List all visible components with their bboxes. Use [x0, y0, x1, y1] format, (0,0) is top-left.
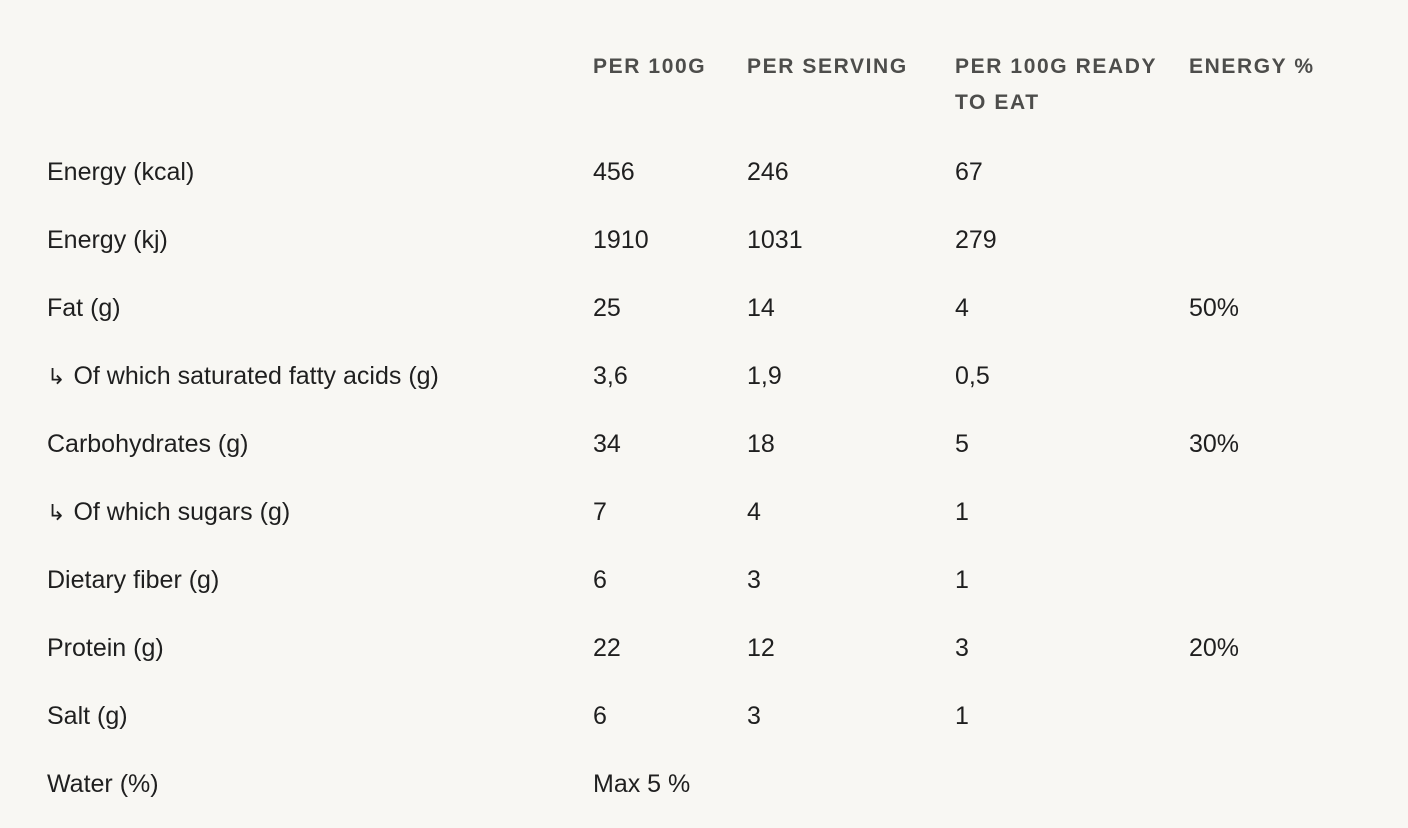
cell-per-serving: 4 [747, 498, 761, 526]
table-row: Water (%) Max 5 % [0, 750, 1408, 818]
cell-per-100g: 456 [593, 158, 635, 186]
row-label-text: Protein (g) [47, 634, 164, 662]
cell-energy-percent: 20% [1189, 634, 1240, 662]
subitem-arrow-icon: ↳ [47, 365, 66, 390]
cell-per-serving: 18 [747, 430, 775, 458]
cell-per-serving: 14 [747, 294, 775, 322]
row-label: ↳ Of which saturated fatty acids (g) [47, 342, 439, 410]
cell-per-100g: 7 [593, 498, 607, 526]
table-row: Carbohydrates (g) 34 18 5 30% [0, 410, 1408, 478]
cell-per-100g: 25 [593, 294, 621, 322]
cell-ready-to-eat: 67 [955, 158, 983, 186]
table-row: Salt (g) 6 3 1 [0, 682, 1408, 750]
row-label: Carbohydrates (g) [47, 410, 248, 478]
cell-ready-to-eat: 1 [955, 702, 969, 730]
cell-per-100g: 22 [593, 634, 621, 662]
table-row: Dietary fiber (g) 6 3 1 [0, 546, 1408, 614]
header-energy-percent: ENERGY % [1189, 55, 1315, 78]
row-label-text: Salt (g) [47, 702, 128, 730]
cell-per-100g: 34 [593, 430, 621, 458]
row-label-text: Energy (kcal) [47, 158, 195, 186]
row-label: Fat (g) [47, 274, 121, 342]
cell-per-serving: 1031 [747, 226, 803, 254]
row-label: ↳ Of which sugars (g) [47, 478, 290, 546]
row-label: Dietary fiber (g) [47, 546, 219, 614]
row-label: Water (%) [47, 750, 159, 818]
table-row: Protein (g) 22 12 3 20% [0, 614, 1408, 682]
subitem-arrow-icon: ↳ [47, 501, 66, 526]
header-per-100g: PER 100G [593, 55, 707, 78]
row-label-text: Of which saturated fatty acids (g) [73, 362, 439, 390]
table-header: PER 100G PER SERVING PER 100G READY TO E… [0, 49, 1408, 129]
row-label: Energy (kj) [47, 206, 168, 274]
row-label-text: Energy (kj) [47, 226, 168, 254]
cell-per-serving: 12 [747, 634, 775, 662]
cell-per-serving: 3 [747, 566, 761, 594]
table-row: Fat (g) 25 14 4 50% [0, 274, 1408, 342]
cell-per-100g: 6 [593, 702, 607, 730]
cell-per-serving: 1,9 [747, 362, 782, 390]
cell-ready-to-eat: 3 [955, 634, 969, 662]
cell-per-serving: 246 [747, 158, 789, 186]
row-label-text: Fat (g) [47, 294, 121, 322]
cell-ready-to-eat: 4 [955, 294, 969, 322]
cell-ready-to-eat: 279 [955, 226, 997, 254]
row-label-text: Of which sugars (g) [73, 498, 291, 526]
cell-per-100g: 3,6 [593, 362, 628, 390]
table-body: Energy (kcal) 456 246 67 Energy (kj) 1910 1031… [0, 138, 1408, 818]
table-row: ↳ Of which sugars (g) 7 4 1 [0, 478, 1408, 546]
cell-per-serving: 3 [747, 702, 761, 730]
header-per-serving: PER SERVING [747, 55, 908, 78]
row-label-text: Dietary fiber (g) [47, 566, 220, 594]
row-label: Energy (kcal) [47, 138, 194, 206]
cell-ready-to-eat: 1 [955, 498, 969, 526]
cell-ready-to-eat: 0,5 [955, 362, 990, 390]
table-row: Energy (kj) 1910 1031 279 [0, 206, 1408, 274]
cell-per-100g: Max 5 % [593, 770, 691, 798]
cell-energy-percent: 30% [1189, 430, 1240, 458]
row-label-text: Water (%) [47, 770, 159, 798]
table-row: Energy (kcal) 456 246 67 [0, 138, 1408, 206]
row-label: Protein (g) [47, 614, 164, 682]
cell-energy-percent: 50% [1189, 294, 1240, 322]
cell-ready-to-eat: 1 [955, 566, 969, 594]
header-per-100g-ready-to-eat: PER 100G READY TO EAT [955, 55, 1157, 114]
cell-per-100g: 6 [593, 566, 607, 594]
cell-ready-to-eat: 5 [955, 430, 969, 458]
table-row: ↳ Of which saturated fatty acids (g) 3,6 1,… [0, 342, 1408, 410]
row-label-text: Carbohydrates (g) [47, 430, 249, 458]
cell-per-100g: 1910 [593, 226, 649, 254]
row-label: Salt (g) [47, 682, 128, 750]
